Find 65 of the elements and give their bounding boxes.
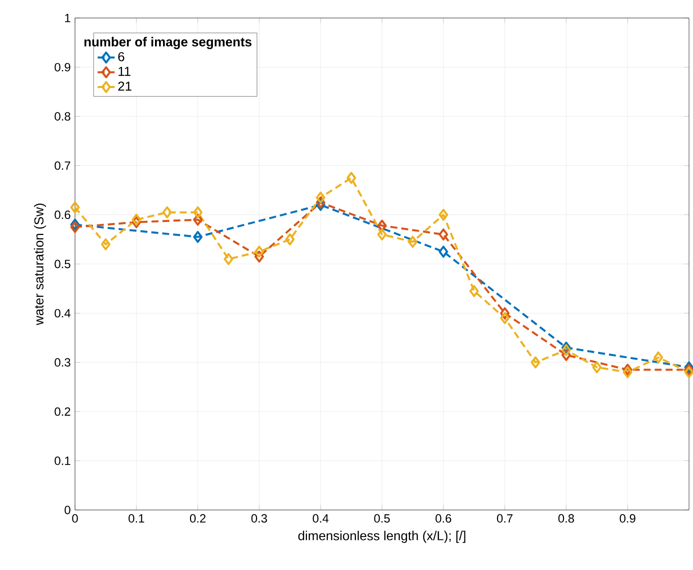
point xyxy=(132,214,142,226)
point xyxy=(316,198,326,211)
y-tick-label: 0.7 xyxy=(54,161,70,170)
y-tick-label: 0.8 xyxy=(54,112,70,121)
y-tick-label: 0.9 xyxy=(54,62,70,72)
x-tick-label: 0.1 xyxy=(128,514,144,523)
point xyxy=(500,312,510,324)
legend-label: 6 xyxy=(118,52,124,62)
y-tick-label: 0.5 xyxy=(54,260,70,268)
x-tick-label: 0.5 xyxy=(374,514,390,523)
point xyxy=(346,172,356,184)
point xyxy=(684,361,693,374)
point xyxy=(561,349,571,361)
point xyxy=(438,246,448,258)
y-tick-label: 0.3 xyxy=(54,358,70,367)
point xyxy=(193,214,203,226)
point xyxy=(684,364,693,376)
legend-title: number of image segments xyxy=(84,36,252,50)
x-axis-title: dimensionless length (x/L); [/] xyxy=(298,530,466,543)
y-tick-label: 0.4 xyxy=(54,308,70,318)
x-tick-label: 0.9 xyxy=(620,514,636,523)
legend-label: 21 xyxy=(118,82,132,91)
y-tick-label: 0.2 xyxy=(54,407,70,416)
x-tick-label: 0.3 xyxy=(251,514,267,523)
point xyxy=(254,250,264,263)
x-tick-label: 0.6 xyxy=(436,514,452,523)
point xyxy=(254,246,264,258)
point xyxy=(622,364,632,376)
point xyxy=(100,238,110,250)
y-tick-label: 0 xyxy=(64,506,70,514)
point xyxy=(70,201,80,214)
y-tick-label: 1 xyxy=(65,14,70,22)
point xyxy=(377,220,387,232)
point xyxy=(193,230,203,243)
y-axis-title: water saturation (Sw) xyxy=(34,204,46,326)
point xyxy=(224,253,234,266)
x-tick-label: 0 xyxy=(72,514,78,523)
point xyxy=(561,344,571,356)
y-tick-label: 0.6 xyxy=(54,210,70,220)
x-tick-label: 0.4 xyxy=(312,514,329,523)
point xyxy=(162,206,172,218)
point xyxy=(70,221,80,234)
point xyxy=(561,342,571,354)
y-tick-label: 0.1 xyxy=(54,456,70,466)
point xyxy=(438,208,448,221)
point xyxy=(592,361,602,374)
point xyxy=(500,307,510,320)
point xyxy=(469,285,479,298)
point xyxy=(193,206,203,218)
point xyxy=(285,233,295,246)
point xyxy=(70,218,80,231)
x-tick-label: 0.8 xyxy=(558,514,574,523)
point xyxy=(654,351,664,364)
point xyxy=(132,216,142,228)
point xyxy=(684,366,693,378)
point xyxy=(438,228,448,240)
point xyxy=(622,366,632,378)
x-tick-label: 0.2 xyxy=(190,514,206,523)
point xyxy=(530,356,540,368)
point xyxy=(408,236,418,248)
legend-label: 11 xyxy=(118,66,130,76)
point xyxy=(377,228,387,240)
point xyxy=(316,196,326,208)
point xyxy=(316,192,326,204)
x-tick-label: 0.7 xyxy=(496,514,513,523)
